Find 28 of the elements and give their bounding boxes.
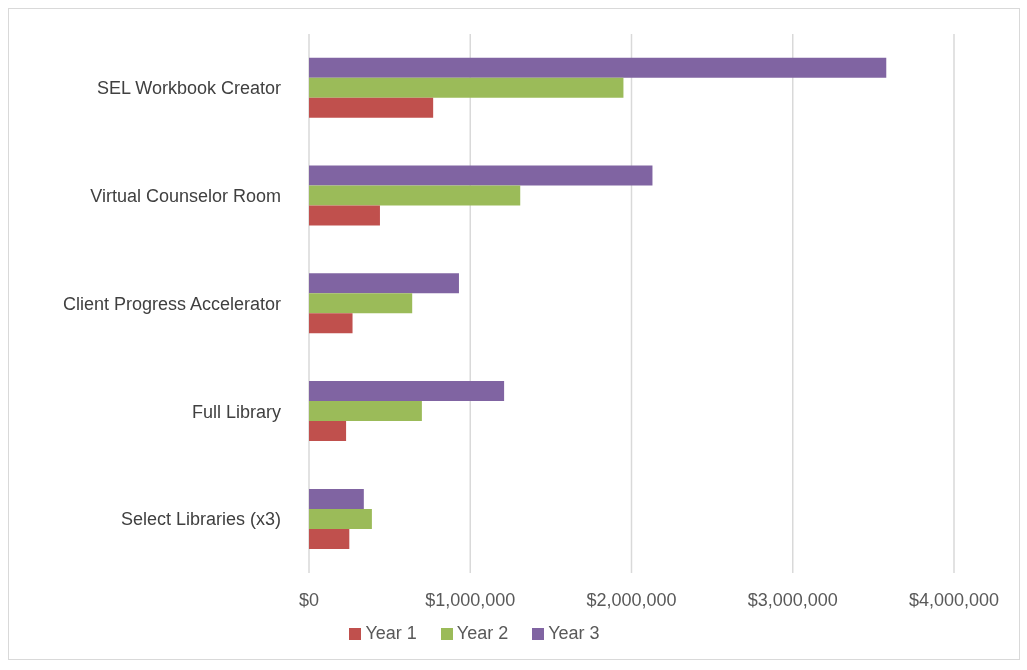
x-tick-label: $2,000,000 xyxy=(586,589,677,610)
bar xyxy=(309,97,434,118)
bar xyxy=(309,313,353,334)
y-tick-label: Client Progress Accelerator xyxy=(62,293,281,314)
bar xyxy=(309,508,372,529)
x-tick-label: $1,000,000 xyxy=(425,589,516,610)
x-tick-label: $3,000,000 xyxy=(747,589,838,610)
y-tick-label: SEL Workbook Creator xyxy=(96,78,282,99)
bar xyxy=(309,401,422,422)
legend-label: Year 1 xyxy=(365,623,417,643)
bar xyxy=(309,488,364,509)
legend-label: Year 3 xyxy=(548,623,600,643)
bar xyxy=(309,57,887,78)
x-tick-label: $0 xyxy=(298,589,320,610)
y-tick-label: Full Library xyxy=(191,401,281,422)
bar xyxy=(309,185,521,206)
legend-label: Year 2 xyxy=(456,623,509,643)
x-tick-label: $4,000,000 xyxy=(908,589,1000,610)
bar xyxy=(309,77,624,98)
bar xyxy=(309,273,459,294)
y-tick-label: Virtual Counselor Room xyxy=(90,186,281,207)
bar xyxy=(309,528,350,549)
bar xyxy=(309,205,380,226)
bar xyxy=(309,165,653,186)
bar xyxy=(309,421,347,442)
y-tick-label: Select Libraries (x3) xyxy=(120,509,281,530)
bar xyxy=(309,293,413,314)
bar xyxy=(309,381,505,402)
